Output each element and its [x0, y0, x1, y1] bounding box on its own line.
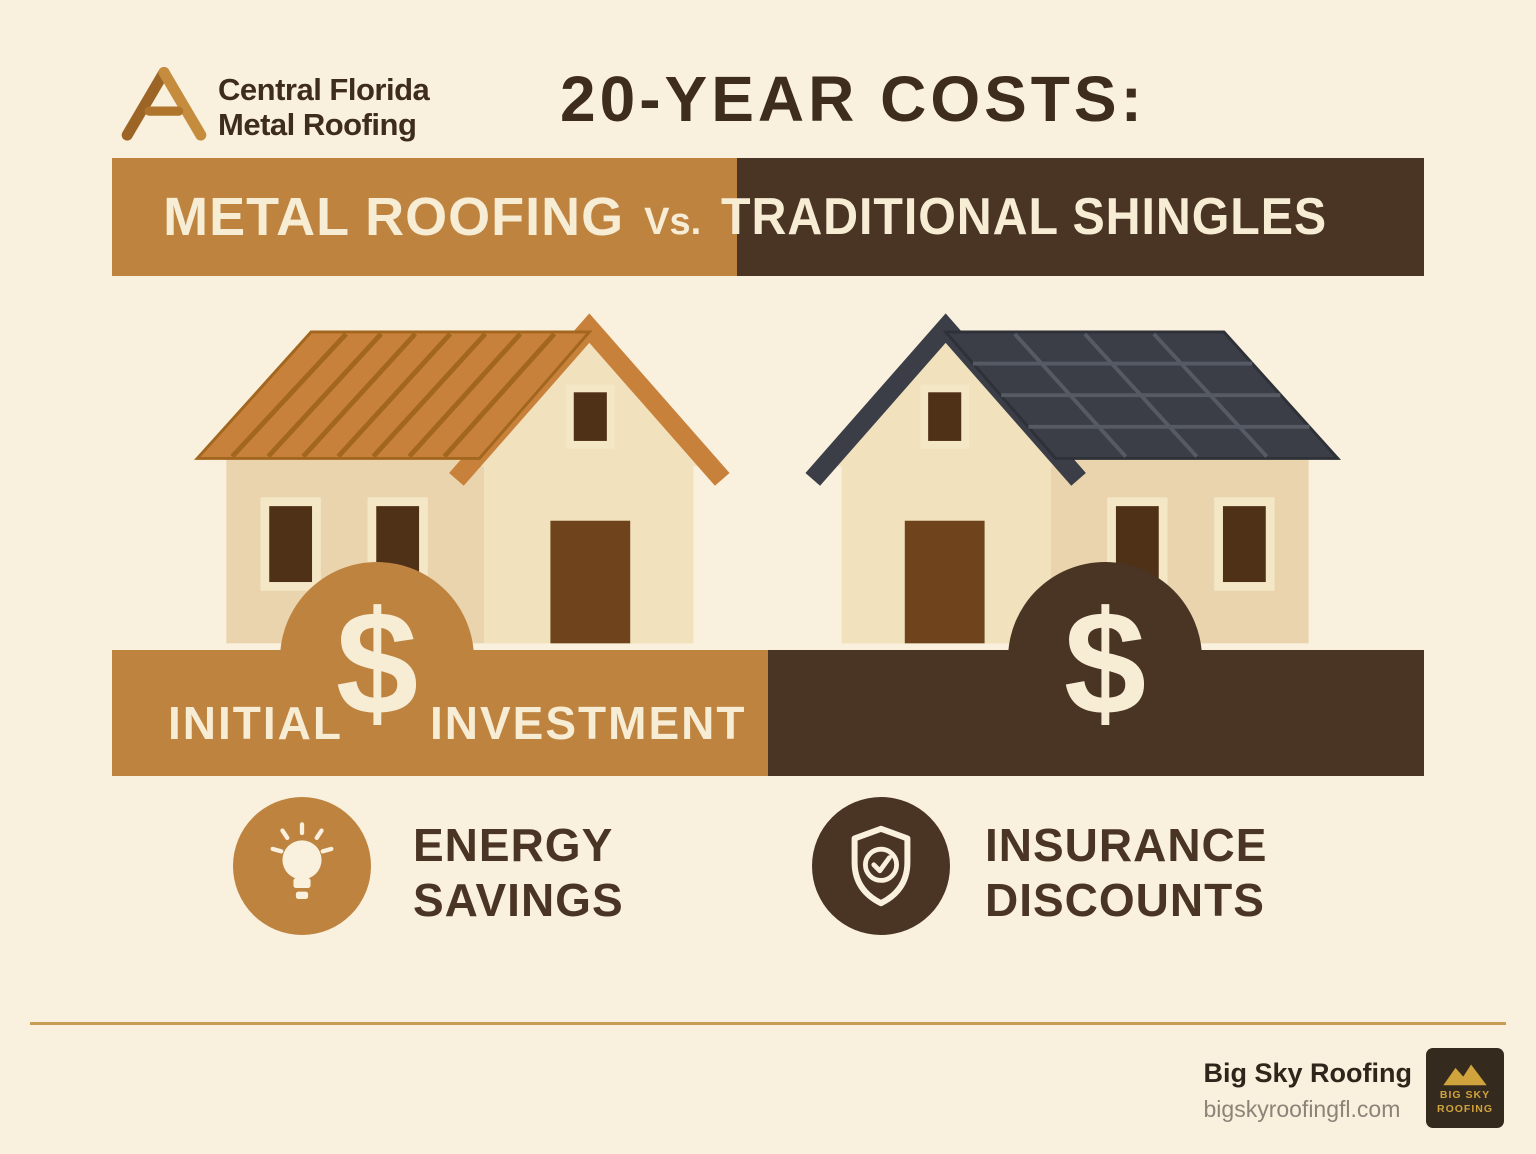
insurance-discounts-label: INSURANCE DISCOUNTS: [985, 818, 1267, 928]
insurance-label-line1: INSURANCE: [985, 819, 1268, 871]
shingle-cost-bump: $: [1008, 562, 1202, 756]
comparison-banner-text: METAL ROOFING Vs. TRADITIONAL SHINGLES: [112, 158, 1424, 276]
energy-savings-circle: [233, 797, 371, 935]
insurance-label-line2: DISCOUNTS: [985, 874, 1265, 927]
investment-label: INVESTMENT: [430, 697, 747, 749]
metal-roof-house-illustration: [193, 313, 730, 644]
footer-brand-name: Big Sky Roofing: [1203, 1058, 1413, 1088]
traditional-shingles-label: TRADITIONAL SHINGLES: [721, 188, 1328, 246]
lightbulb-icon: [270, 822, 334, 899]
footer-brand-block: Big Sky Roofing bigskyroofingfl.com: [1204, 1058, 1413, 1123]
energy-label-line2: SAVINGS: [413, 874, 624, 927]
initial-investment-banner: $ $ INITIAL INVESTMENT: [112, 562, 1424, 776]
insurance-discounts-circle: [812, 797, 950, 935]
mountain-icon: [1443, 1064, 1487, 1086]
footer-website: bigskyroofingfl.com: [1203, 1096, 1401, 1122]
dollar-sign-metal: $: [335, 581, 419, 746]
initial-label: INITIAL: [168, 697, 343, 749]
company-logo-icon: [121, 66, 207, 141]
energy-label-line1: ENERGY: [413, 819, 614, 871]
comparison-banner: METAL ROOFING Vs. TRADITIONAL SHINGLES: [112, 158, 1424, 276]
badge-text-line1: BIG SKY: [1439, 1088, 1491, 1101]
comparison-banner-right-background: [737, 158, 1424, 276]
footer-divider: [30, 1022, 1506, 1025]
vs-label: Vs.: [644, 200, 702, 243]
big-sky-roofing-badge: BIG SKY ROOFING: [1426, 1048, 1504, 1128]
shield-check-icon: [851, 825, 911, 907]
badge-text-line2: ROOFING: [1437, 1103, 1493, 1115]
comparison-banner-left-background: [112, 158, 737, 276]
company-name-line2: Metal Roofing: [218, 107, 417, 143]
metal-cost-bump: $: [280, 562, 474, 756]
metal-roofing-label: METAL ROOFING: [163, 187, 625, 247]
energy-savings-label: ENERGY SAVINGS: [413, 818, 624, 928]
page-title: 20-YEAR COSTS:: [560, 63, 1146, 135]
dollar-sign-shingle: $: [1063, 581, 1147, 746]
company-name: Central Florida Metal Roofing: [218, 72, 430, 143]
company-name-line1: Central Florida: [218, 72, 430, 107]
